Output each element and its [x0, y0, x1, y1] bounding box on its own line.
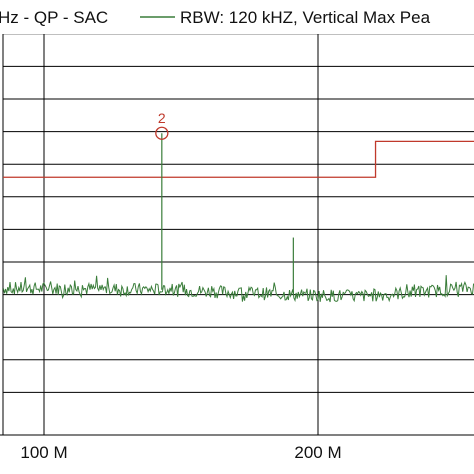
- legend-background: [0, 0, 474, 34]
- marker-group: 2: [155, 110, 169, 140]
- grid-lines: [3, 0, 474, 435]
- legend: Hz - QP - SAC RBW: 120 kHZ, Vertical Max…: [0, 0, 474, 34]
- limit-line: [3, 140, 474, 178]
- legend-left-text: Hz - QP - SAC: [0, 8, 108, 27]
- x-tick-label-1: 200 M: [294, 443, 341, 462]
- limit-line-path: [3, 140, 474, 178]
- legend-series-text: RBW: 120 kHZ, Vertical Max Pea: [180, 8, 431, 27]
- plot-border: [0, 0, 474, 436]
- x-tick-label-0: 100 M: [20, 443, 67, 462]
- spike-group: [161, 133, 294, 295]
- marker-circle: [155, 126, 169, 140]
- trace-line: [2, 275, 474, 303]
- marker-label: 2: [158, 110, 166, 126]
- trace-group: [2, 275, 474, 303]
